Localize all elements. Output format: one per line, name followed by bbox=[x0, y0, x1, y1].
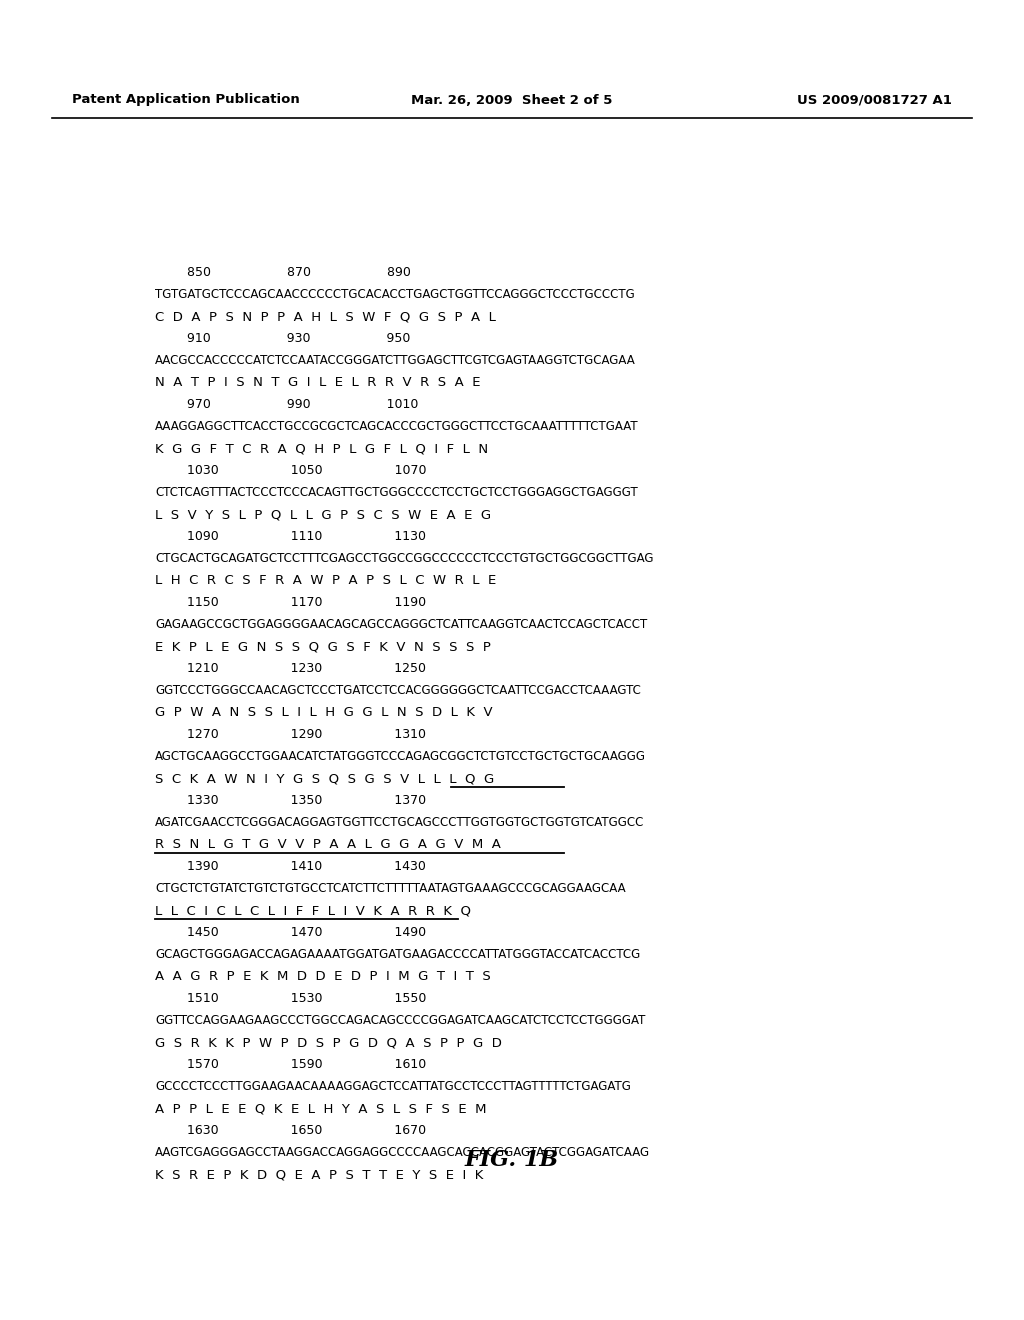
Text: Patent Application Publication: Patent Application Publication bbox=[72, 94, 300, 107]
Text: G  S  R  K  K  P  W  P  D  S  P  G  D  Q  A  S  P  P  G  D: G S R K K P W P D S P G D Q A S P P G D bbox=[155, 1036, 502, 1049]
Text: AAGTCGAGGGAGCCTAAGGACCAGGAGGCCCCAAGCACCACGGAGTACTCGGAGATCAAG: AAGTCGAGGGAGCCTAAGGACCAGGAGGCCCCAAGCACCA… bbox=[155, 1146, 650, 1159]
Text: 910                   930                   950: 910 930 950 bbox=[155, 331, 411, 345]
Text: 1630                  1650                  1670: 1630 1650 1670 bbox=[155, 1123, 426, 1137]
Text: AAAGGAGGCTTCACCTGCCGCGCTCAGCACCCGCTGGGCTTCCTGCAAATTTTTCTGAAT: AAAGGAGGCTTCACCTGCCGCGCTCAGCACCCGCTGGGCT… bbox=[155, 420, 639, 433]
Text: GCCCCTCCCTTGGAAGAACAAAAGGAGCTCCATTATGCCTCCCTTAGTTTTTCTGAGATG: GCCCCTCCCTTGGAAGAACAAAAGGAGCTCCATTATGCCT… bbox=[155, 1080, 631, 1093]
Text: CTCTCAGTTTACTCCCTCCCACAGTTGCTGGGCCCCTCCTGCTCCTGGGAGGCTGAGGGT: CTCTCAGTTTACTCCCTCCCACAGTTGCTGGGCCCCTCCT… bbox=[155, 486, 638, 499]
Text: 1210                  1230                  1250: 1210 1230 1250 bbox=[155, 661, 426, 675]
Text: R  S  N  L  G  T  G  V  V  P  A  A  L  G  G  A  G  V  M  A: R S N L G T G V V P A A L G G A G V M A bbox=[155, 838, 501, 851]
Text: L  H  C  R  C  S  F  R  A  W  P  A  P  S  L  C  W  R  L  E: L H C R C S F R A W P A P S L C W R L E bbox=[155, 574, 497, 587]
Text: E  K  P  L  E  G  N  S  S  Q  G  S  F  K  V  N  S  S  S  P: E K P L E G N S S Q G S F K V N S S S P bbox=[155, 640, 490, 653]
Text: GGTCCCTGGGCCAACAGCTCCCTGATCCTCCACGGGGGGCTCAATTCCGACCTCAAAGTC: GGTCCCTGGGCCAACAGCTCCCTGATCCTCCACGGGGGGC… bbox=[155, 684, 641, 697]
Text: A  A  G  R  P  E  K  M  D  D  E  D  P  I  M  G  T  I  T  S: A A G R P E K M D D E D P I M G T I T S bbox=[155, 970, 490, 983]
Text: 1390                  1410                  1430: 1390 1410 1430 bbox=[155, 859, 426, 873]
Text: N  A  T  P  I  S  N  T  G  I  L  E  L  R  R  V  R  S  A  E: N A T P I S N T G I L E L R R V R S A E bbox=[155, 376, 480, 389]
Text: K  S  R  E  P  K  D  Q  E  A  P  S  T  T  E  Y  S  E  I  K: K S R E P K D Q E A P S T T E Y S E I K bbox=[155, 1168, 483, 1181]
Text: US 2009/0081727 A1: US 2009/0081727 A1 bbox=[797, 94, 952, 107]
Text: CTGCACTGCAGATGCTCCTTTCGAGCCTGGCCGGCCCCCCTCCCTGTGCTGGCGGCTTGAG: CTGCACTGCAGATGCTCCTTTCGAGCCTGGCCGGCCCCCC… bbox=[155, 552, 653, 565]
Text: K  G  G  F  T  C  R  A  Q  H  P  L  G  F  L  Q  I  F  L  N: K G G F T C R A Q H P L G F L Q I F L N bbox=[155, 442, 488, 455]
Text: GAGAAGCCGCTGGAGGGGAACAGCAGCCAGGGCTCATTCAAGGTCAACTCCAGCTCACCT: GAGAAGCCGCTGGAGGGGAACAGCAGCCAGGGCTCATTCA… bbox=[155, 618, 647, 631]
Text: 850                   870                   890: 850 870 890 bbox=[155, 265, 411, 279]
Text: AACGCCACCCCCATCTCCAATACCGGGATCTTGGAGCTTCGTCGAGTAAGGTCTGCAGAA: AACGCCACCCCCATCTCCAATACCGGGATCTTGGAGCTTC… bbox=[155, 354, 636, 367]
Text: 1330                  1350                  1370: 1330 1350 1370 bbox=[155, 793, 426, 807]
Text: S  C  K  A  W  N  I  Y  G  S  Q  S  G  S  V  L  L  L  Q  G: S C K A W N I Y G S Q S G S V L L L Q G bbox=[155, 772, 495, 785]
Text: Mar. 26, 2009  Sheet 2 of 5: Mar. 26, 2009 Sheet 2 of 5 bbox=[412, 94, 612, 107]
Text: A  P  P  L  E  E  Q  K  E  L  H  Y  A  S  L  S  F  S  E  M: A P P L E E Q K E L H Y A S L S F S E M bbox=[155, 1102, 486, 1115]
Text: L  L  C  I  C  L  C  L  I  F  F  L  I  V  K  A  R  R  K  Q: L L C I C L C L I F F L I V K A R R K Q bbox=[155, 904, 471, 917]
Text: GCAGCTGGGAGACCAGAGAAAATGGATGATGAAGACCCCATTATGGGTACCATCACCTCG: GCAGCTGGGAGACCAGAGAAAATGGATGATGAAGACCCCA… bbox=[155, 948, 640, 961]
Text: 1090                  1110                  1130: 1090 1110 1130 bbox=[155, 529, 426, 543]
Text: CTGCTCTGTATCTGTCTGTGCCTCATCTTCTTTTTAATAGTGAAAGCCCGCAGGAAGCAA: CTGCTCTGTATCTGTCTGTGCCTCATCTTCTTTTTAATAG… bbox=[155, 882, 626, 895]
Text: AGCTGCAAGGCCTGGAACATCTATGGGTCCCAGAGCGGCTCTGTCCTGCTGCTGCAAGGG: AGCTGCAAGGCCTGGAACATCTATGGGTCCCAGAGCGGCT… bbox=[155, 750, 646, 763]
Text: 1030                  1050                  1070: 1030 1050 1070 bbox=[155, 463, 427, 477]
Text: TGTGATGCTCCCAGCAACCCCCCTGCACACCTGAGCTGGTTCCAGGGCTCCCTGCCCTG: TGTGATGCTCCCAGCAACCCCCCTGCACACCTGAGCTGGT… bbox=[155, 288, 635, 301]
Text: 970                   990                   1010: 970 990 1010 bbox=[155, 397, 419, 411]
Text: 1450                  1470                  1490: 1450 1470 1490 bbox=[155, 925, 426, 939]
Text: 1570                  1590                  1610: 1570 1590 1610 bbox=[155, 1057, 426, 1071]
Text: L  S  V  Y  S  L  P  Q  L  L  G  P  S  C  S  W  E  A  E  G: L S V Y S L P Q L L G P S C S W E A E G bbox=[155, 508, 492, 521]
Text: AGATCGAACCTCGGGACAGGAGTGGTTCCTGCAGCCCTTGGTGGTGCTGGTGTCATGGCC: AGATCGAACCTCGGGACAGGAGTGGTTCCTGCAGCCCTTG… bbox=[155, 816, 644, 829]
Text: GGTTCCAGGAAGAAGCCCTGGCCAGACAGCCCCGGAGATCAAGCATCTCCTCCTGGGGAT: GGTTCCAGGAAGAAGCCCTGGCCAGACAGCCCCGGAGATC… bbox=[155, 1014, 645, 1027]
Text: 1270                  1290                  1310: 1270 1290 1310 bbox=[155, 727, 426, 741]
Text: G  P  W  A  N  S  S  L  I  L  H  G  G  L  N  S  D  L  K  V: G P W A N S S L I L H G G L N S D L K V bbox=[155, 706, 493, 719]
Text: 1150                  1170                  1190: 1150 1170 1190 bbox=[155, 595, 426, 609]
Text: 1510                  1530                  1550: 1510 1530 1550 bbox=[155, 991, 426, 1005]
Text: C  D  A  P  S  N  P  P  A  H  L  S  W  F  Q  G  S  P  A  L: C D A P S N P P A H L S W F Q G S P A L bbox=[155, 310, 496, 323]
Text: FIG. 1B: FIG. 1B bbox=[465, 1148, 559, 1171]
